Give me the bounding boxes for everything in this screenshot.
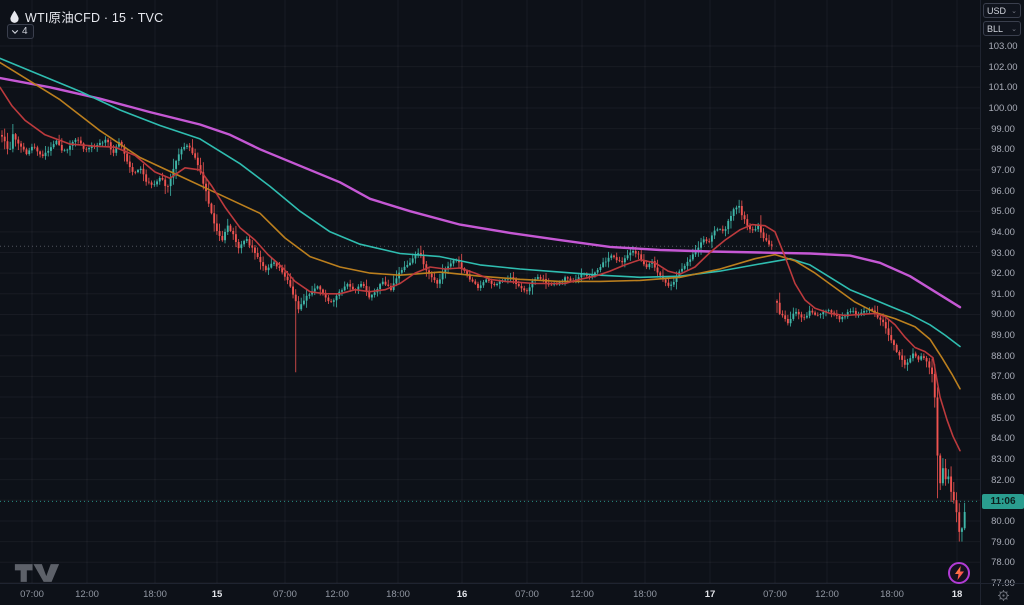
price-tick-label: 98.00 xyxy=(991,144,1015,156)
price-tick-label: 100.00 xyxy=(988,102,1018,114)
time-tick-label: 12:00 xyxy=(325,589,349,600)
time-tick-label: 12:00 xyxy=(815,589,839,600)
tradingview-logo[interactable] xyxy=(14,563,60,588)
price-tick-label: 92.00 xyxy=(991,268,1015,280)
price-tick-label: 82.00 xyxy=(991,474,1015,486)
price-tick-label: 103.00 xyxy=(988,41,1018,52)
time-tick-label: 07:00 xyxy=(515,589,539,600)
price-tick-label: 85.00 xyxy=(991,412,1015,424)
price-tick-label: 101.00 xyxy=(988,82,1018,94)
time-tick-label: 12:00 xyxy=(570,589,594,600)
price-tick-label: 87.00 xyxy=(991,371,1015,383)
price-tick-label: 78.00 xyxy=(991,557,1015,569)
price-tick-label: 96.00 xyxy=(991,185,1015,197)
time-tick-label: 16 xyxy=(456,589,468,600)
gear-icon[interactable] xyxy=(997,589,1010,602)
time-tick-label: 18:00 xyxy=(143,589,167,600)
time-tick-label: 07:00 xyxy=(763,589,787,600)
currency-label: USD xyxy=(987,5,1007,16)
indicator-count-label: 4 xyxy=(22,26,28,37)
price-tick-label: 88.00 xyxy=(991,350,1015,362)
unit-dropdown[interactable]: BLL ⌄ xyxy=(983,21,1021,36)
price-tick-label: 86.00 xyxy=(991,392,1015,404)
time-tick-label: 17 xyxy=(704,589,716,600)
price-tick-label: 93.00 xyxy=(991,247,1015,259)
axis-corner xyxy=(980,583,1024,605)
time-axis[interactable]: 07:00 12:00 18:00 15 07:00 12:00 18:00 16 07:00 1… xyxy=(0,583,980,605)
time-tick-label: 07:00 xyxy=(20,589,44,600)
chart-canvas[interactable] xyxy=(0,0,980,583)
time-tick-label: 12:00 xyxy=(75,589,99,600)
price-tick-label: 95.00 xyxy=(991,206,1015,218)
price-tick-label: 94.00 xyxy=(991,226,1015,238)
price-tick-label: 97.00 xyxy=(991,164,1015,176)
time-tick-label: 18:00 xyxy=(633,589,657,600)
candlestick-chart xyxy=(0,0,980,583)
price-tick-label: 99.00 xyxy=(991,123,1015,135)
currency-dropdown[interactable]: USD ⌄ xyxy=(983,3,1021,18)
price-tick-label: 80.00 xyxy=(991,515,1015,527)
price-tick-label: 90.00 xyxy=(991,309,1015,321)
chevron-down-icon: ⌄ xyxy=(1011,25,1017,33)
lightning-button[interactable] xyxy=(948,562,970,584)
price-tick-label: 89.00 xyxy=(991,330,1015,342)
current-price-label[interactable]: 11:06 xyxy=(982,493,1024,509)
price-tick-label: 83.00 xyxy=(991,454,1015,465)
time-tick-label: 18:00 xyxy=(880,589,904,600)
chevron-down-icon xyxy=(11,28,19,36)
time-tick-label: 18:00 xyxy=(386,589,410,600)
price-tick-label: 79.00 xyxy=(991,536,1015,548)
time-tick-label: 15 xyxy=(211,589,223,600)
oil-droplet-icon xyxy=(10,10,19,23)
axis-unit-controls: USD ⌄ BLL ⌄ xyxy=(983,3,1021,36)
unit-label: BLL xyxy=(987,23,1004,34)
time-tick-label: 07:00 xyxy=(273,589,297,600)
symbol-title-label: WTI原油CFD · 15 · TVC xyxy=(25,11,164,25)
legend-collapse-button[interactable]: 4 xyxy=(7,24,34,39)
chevron-down-icon: ⌄ xyxy=(1011,7,1017,15)
time-tick-label: 18 xyxy=(951,589,963,600)
lightning-icon xyxy=(954,566,964,580)
price-tick-label: 102.00 xyxy=(988,61,1018,73)
price-tick-label: 91.00 xyxy=(991,288,1015,300)
price-axis[interactable]: 103.00 102.00 101.00 100.00 99.00 98.00 97.00 9… xyxy=(980,0,1024,589)
price-tick-label: 84.00 xyxy=(991,433,1015,445)
symbol-title[interactable]: WTI原油CFD · 15 · TVC xyxy=(10,7,163,26)
